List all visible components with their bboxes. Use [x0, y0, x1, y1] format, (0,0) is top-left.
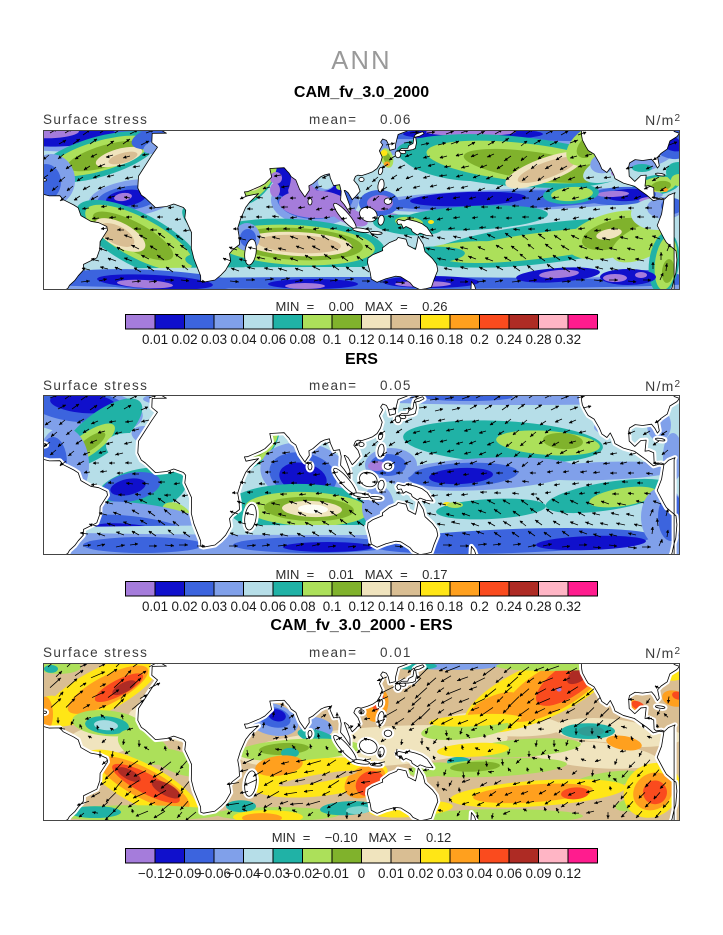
svg-text:0.12: 0.12: [348, 332, 374, 346]
svg-text:0.08: 0.08: [289, 332, 315, 346]
svg-text:0.12: 0.12: [555, 866, 581, 880]
svg-text:0.24: 0.24: [496, 599, 523, 613]
svg-text:0.24: 0.24: [496, 332, 523, 346]
svg-text:0.32: 0.32: [555, 332, 581, 346]
svg-text:0.04: 0.04: [230, 332, 257, 346]
svg-text:0.04: 0.04: [466, 866, 493, 880]
svg-text:0.32: 0.32: [555, 599, 581, 613]
svg-text:0: 0: [358, 866, 365, 880]
svg-text:0.06: 0.06: [496, 866, 522, 880]
svg-text:−0.09: −0.09: [168, 866, 202, 880]
svg-text:0.2: 0.2: [470, 599, 489, 613]
svg-text:0.14: 0.14: [378, 599, 405, 613]
svg-text:0.16: 0.16: [407, 332, 433, 346]
svg-text:−0.01: −0.01: [315, 866, 349, 880]
svg-text:0.08: 0.08: [289, 599, 315, 613]
svg-text:0.2: 0.2: [470, 332, 489, 346]
svg-text:0.18: 0.18: [437, 332, 463, 346]
svg-text:0.02: 0.02: [171, 332, 197, 346]
svg-text:0.01: 0.01: [378, 866, 404, 880]
svg-text:−0.03: −0.03: [256, 866, 290, 880]
svg-text:0.01: 0.01: [142, 332, 168, 346]
svg-text:0.04: 0.04: [230, 599, 257, 613]
svg-text:0.16: 0.16: [407, 599, 433, 613]
svg-text:0.02: 0.02: [171, 599, 197, 613]
svg-text:0.02: 0.02: [407, 866, 433, 880]
svg-text:0.28: 0.28: [525, 599, 551, 613]
svg-text:0.12: 0.12: [348, 599, 374, 613]
svg-text:0.06: 0.06: [260, 599, 286, 613]
svg-text:0.03: 0.03: [201, 332, 227, 346]
svg-text:0.1: 0.1: [323, 599, 342, 613]
svg-text:0.18: 0.18: [437, 599, 463, 613]
svg-text:−0.02: −0.02: [286, 866, 320, 880]
svg-text:0.09: 0.09: [525, 866, 551, 880]
svg-text:0.03: 0.03: [437, 866, 463, 880]
svg-text:0.28: 0.28: [525, 332, 551, 346]
svg-text:0.01: 0.01: [142, 599, 168, 613]
svg-text:−0.06: −0.06: [197, 866, 231, 880]
svg-text:0.03: 0.03: [201, 599, 227, 613]
svg-text:0.06: 0.06: [260, 332, 286, 346]
svg-text:0.14: 0.14: [378, 332, 405, 346]
svg-text:−0.12: −0.12: [138, 866, 172, 880]
svg-text:−0.04: −0.04: [227, 866, 261, 880]
svg-text:0.1: 0.1: [323, 332, 342, 346]
